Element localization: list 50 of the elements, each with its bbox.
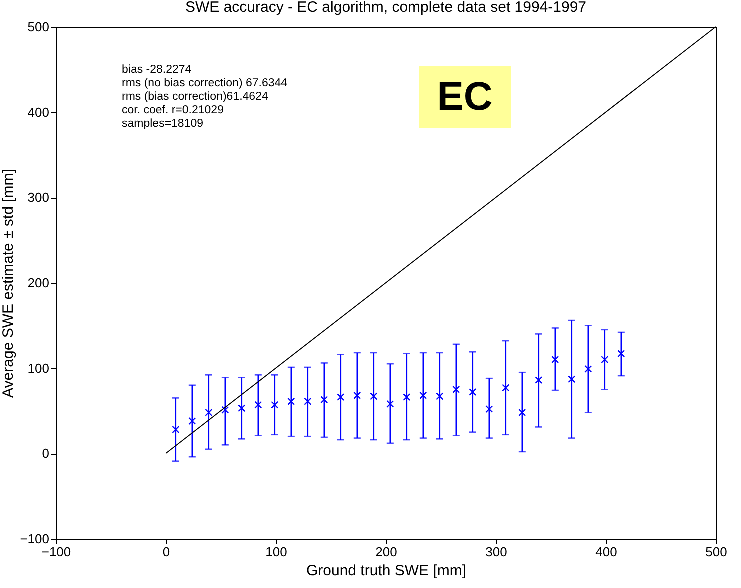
y-tick-label: 100: [28, 360, 50, 376]
point: [254, 401, 262, 409]
point: [452, 386, 460, 394]
point: [618, 350, 626, 358]
x-tick-label: 500: [706, 544, 728, 560]
x-tick-label: 100: [266, 544, 288, 560]
point: [205, 408, 213, 416]
x-tick-label: −100: [42, 544, 72, 560]
point: [337, 394, 345, 402]
point: [420, 392, 428, 400]
point: [271, 401, 279, 409]
point: [188, 417, 196, 425]
point: [386, 400, 394, 408]
point: [535, 376, 543, 384]
annotation: samples=18109: [122, 118, 204, 130]
x-tick-label: 200: [376, 544, 398, 560]
annotation: EC: [419, 66, 511, 128]
annotation: bias -28.2274: [122, 64, 192, 76]
y-axis-title: Average SWE estimate ± std [mm]: [0, 169, 18, 398]
point: [502, 384, 510, 392]
annotation: rms (no bias correction) 67.6344: [122, 78, 288, 90]
annotation: cor. coef. r=0.21029: [122, 104, 224, 116]
point: [403, 394, 411, 402]
point: [486, 406, 494, 414]
y-tick-label: 300: [28, 190, 50, 206]
y-tick-label: 0: [42, 446, 50, 462]
point: [238, 404, 246, 412]
point: [518, 408, 526, 416]
point: [222, 406, 230, 414]
y-tick-label: 400: [28, 104, 50, 120]
x-tick-label: 400: [596, 544, 618, 560]
point: [304, 398, 312, 406]
point: [584, 365, 592, 373]
annotation: rms (bias correction)61.4624: [122, 91, 269, 103]
point: [370, 392, 378, 400]
point: [601, 356, 609, 364]
point: [320, 396, 328, 404]
x-tick-label: 300: [486, 544, 508, 560]
point: [354, 392, 362, 400]
point: [552, 356, 560, 364]
y-tick-label: −100: [20, 532, 50, 546]
y-tick-label: 200: [28, 276, 50, 290]
point: [288, 398, 296, 406]
point: [172, 426, 180, 434]
point: [436, 392, 444, 400]
x-tick-label: 0: [162, 544, 170, 560]
chart-title: SWE accuracy - EC algorithm, complete data set 1994-1997: [185, 0, 587, 16]
point: [469, 388, 477, 396]
y-tick-label: 500: [28, 20, 50, 34]
point: [568, 376, 576, 384]
